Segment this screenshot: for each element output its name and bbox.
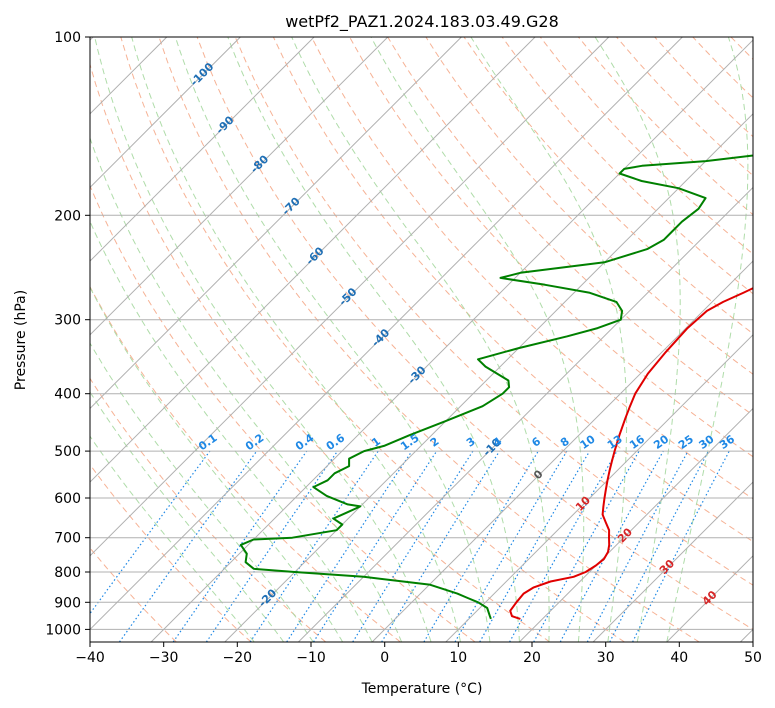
mixing-ratio-line	[312, 450, 438, 642]
mixing-ratio-line	[172, 450, 308, 642]
isotherm-line	[90, 37, 536, 483]
mixing-ratio-line	[249, 450, 379, 642]
x-tick-label: −40	[75, 650, 105, 666]
moist-adiabat-line	[470, 37, 628, 642]
mixing-ratio-line	[632, 450, 730, 642]
mixing-ratio-line	[533, 450, 640, 642]
isotherm-line	[90, 37, 683, 631]
y-tick-label: 700	[54, 531, 81, 547]
x-tick-label: 50	[744, 650, 762, 666]
isotherm-line	[90, 37, 389, 336]
y-axis-title: Pressure (hPa)	[13, 290, 29, 390]
dewpoint-profile	[239, 154, 753, 620]
dry-adiabat-line	[501, 37, 753, 295]
moist-adiabat-line	[227, 37, 520, 642]
y-tick-label: 300	[54, 313, 81, 329]
moist-adiabat-line	[291, 37, 550, 642]
y-tick-label: 800	[54, 565, 81, 581]
y-tick-label: 600	[54, 491, 81, 507]
dry-adiabat-line	[90, 377, 327, 642]
x-tick-label: 20	[523, 650, 541, 666]
moist-adiabat-line	[90, 286, 344, 642]
moist-adiabat-line	[90, 435, 255, 642]
x-tick-label: 40	[670, 650, 688, 666]
mixing-ratio-line	[119, 450, 258, 642]
moist-adiabat-line	[94, 37, 432, 642]
x-tick-label: −10	[296, 650, 326, 666]
mixing-ratio-line	[381, 450, 501, 642]
dry-adiabat-line	[120, 37, 625, 642]
dry-adiabat-line	[234, 37, 753, 586]
x-tick-label: −30	[149, 650, 179, 666]
isotherm-line	[371, 260, 753, 642]
moist-adiabat-line	[90, 391, 285, 642]
mixing-ratio-line	[90, 450, 211, 615]
y-tick-label: 100	[54, 30, 81, 46]
moist-adiabat-line	[174, 37, 491, 642]
isotherm-line	[90, 37, 315, 262]
dry-adiabat-line	[463, 37, 753, 335]
moist-adiabat-line	[131, 37, 461, 642]
isotherm-line	[90, 37, 462, 410]
isotherm-line	[445, 334, 753, 642]
moist-adiabat-line	[90, 342, 314, 642]
x-axis: −40 −30 −20 −10 0 10 20 30 40 50	[75, 642, 762, 666]
x-tick-label: 0	[380, 650, 389, 666]
isotherm-line	[224, 113, 753, 642]
pressure-gridlines	[90, 37, 753, 630]
mixing-ratio-line	[559, 450, 664, 642]
mixing-ratio-line	[205, 450, 338, 642]
plot-area: -100-90-80-70-60-50-40-30-20-10010203040…	[90, 37, 753, 642]
mixing-ratio-line	[509, 450, 618, 642]
x-tick-label: 10	[449, 650, 467, 666]
dry-adiabat-line	[272, 37, 753, 543]
moist-adiabat-line	[594, 37, 681, 642]
dry-adiabat-line	[311, 37, 753, 500]
mixing-ratio-line	[286, 450, 413, 642]
mixing-ratio-lines	[90, 450, 730, 642]
x-tick-label: −20	[223, 650, 253, 666]
dry-adiabat-line	[158, 37, 700, 642]
chart-title: wetPf2_PAZ1.2024.183.03.49.G28	[285, 12, 559, 32]
y-tick-label: 900	[54, 595, 81, 611]
isotherm-line	[519, 407, 753, 642]
x-axis-title: Temperature (°C)	[361, 681, 483, 697]
dry-adiabats	[90, 37, 753, 642]
y-tick-label: 200	[54, 208, 81, 224]
moist-adiabats	[90, 37, 749, 642]
y-tick-label: 1000	[45, 622, 81, 638]
dry-adiabat-line	[90, 62, 551, 642]
plot-frame	[89, 36, 754, 643]
isotherm-line	[90, 37, 241, 189]
moist-adiabat-line	[370, 37, 585, 642]
y-axis: 100 200 300 400 500 600 700 800 900 1000	[45, 30, 90, 638]
x-tick-label: 30	[597, 650, 615, 666]
isotherm-line	[592, 481, 753, 642]
temperature-profile	[509, 287, 753, 620]
dry-adiabat-line	[196, 37, 753, 630]
isotherm-line	[298, 186, 753, 642]
profiles	[239, 154, 753, 620]
moist-adiabat-line	[90, 220, 373, 642]
y-tick-label: 500	[54, 444, 81, 460]
y-tick-label: 400	[54, 387, 81, 403]
isotherm-line	[90, 37, 610, 557]
dry-adiabat-line	[90, 463, 252, 642]
moist-adiabat-line	[666, 37, 749, 642]
mixing-ratio-line	[352, 450, 474, 642]
